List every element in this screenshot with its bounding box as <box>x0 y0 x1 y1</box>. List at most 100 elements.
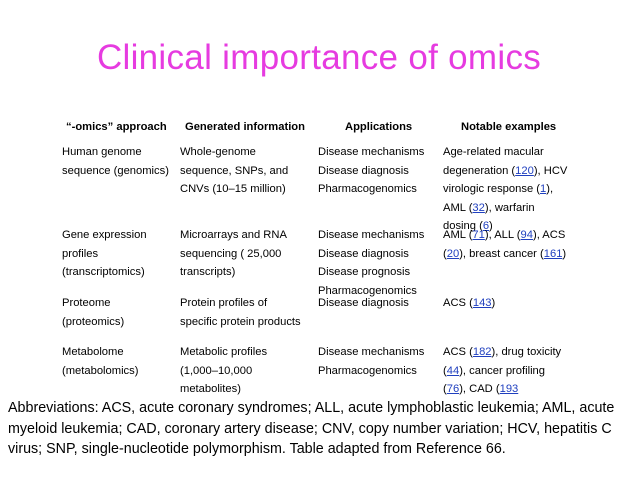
reference-link[interactable]: 161 <box>543 247 563 260</box>
text: ) <box>489 220 493 232</box>
reference-link[interactable]: 32 <box>472 201 485 214</box>
reference-link[interactable]: 71 <box>472 229 485 241</box>
table-row-transcriptomics-applications: Disease mechanisms Disease diagnosis Dis… <box>318 226 424 300</box>
reference-link[interactable]: 1 <box>540 183 547 195</box>
cell-line: Disease mechanisms <box>318 229 425 241</box>
cell-line: specific protein products <box>180 315 301 328</box>
cell-line: (proteomics) <box>62 315 125 328</box>
text: ( <box>443 247 447 260</box>
text: degeneration ( <box>443 164 516 177</box>
table-row-genomics-info: Whole-genome sequence, SNPs, and CNVs (1… <box>180 143 288 199</box>
text: ), warfarin <box>484 201 535 214</box>
text: dosing ( <box>443 220 483 232</box>
cell-line: Disease mechanisms <box>318 146 425 158</box>
text: virologic response ( <box>443 183 541 195</box>
cell-line: (76), CAD (193 <box>443 380 561 399</box>
text: AML ( <box>443 201 473 214</box>
reference-link[interactable]: 94 <box>520 229 533 241</box>
reference-link[interactable]: 182 <box>472 346 492 358</box>
cell-line: transcripts) <box>180 266 236 278</box>
reference-link[interactable]: 120 <box>515 164 534 177</box>
cell-line: metabolites) <box>180 383 241 395</box>
reference-link[interactable]: 143 <box>472 297 492 309</box>
header-approach: “-omics” approach <box>66 121 167 133</box>
text: ) <box>562 247 567 260</box>
cell-line: Human genome <box>62 146 142 158</box>
table-row-metabolomics-info: Metabolic profiles (1,000–10,000 metabol… <box>180 343 267 399</box>
reference-link[interactable]: 20 <box>446 247 460 260</box>
table-row-metabolomics-applications: Disease mechanisms Pharmacogenomics <box>318 343 424 380</box>
abbreviations-footnote: Abbreviations: ACS, acute coronary syndr… <box>8 400 615 457</box>
reference-link[interactable]: 76 <box>446 383 460 395</box>
cell-line: Metabolome <box>62 346 124 358</box>
cell-line: (20), breast cancer (161) <box>443 245 566 264</box>
cell-line: profiles <box>62 247 99 260</box>
text: ), ACS <box>532 229 566 241</box>
header-generated-information: Generated information <box>185 121 305 133</box>
cell-line: ACS (143) <box>443 294 495 313</box>
table-row-proteomics-examples: ACS (143) <box>443 294 495 313</box>
reference-link[interactable]: 44 <box>446 364 460 377</box>
header-applications: Applications <box>345 121 413 133</box>
cell-line: Disease diagnosis <box>318 247 409 260</box>
table-row-metabolomics-approach: Metabolome (metabolomics) <box>62 343 138 380</box>
cell-line: (transcriptomics) <box>62 266 145 278</box>
text: ( <box>443 383 447 395</box>
cell-line: CNVs (10–15 million) <box>180 183 286 195</box>
cell-line: Pharmacogenomics <box>318 364 417 377</box>
table-row-metabolomics-examples: ACS (182), drug toxicity (44), cancer pr… <box>443 343 561 399</box>
cell-line: Disease diagnosis <box>318 164 409 177</box>
cell-line: Proteome <box>62 297 111 309</box>
text: AML ( <box>443 229 473 241</box>
table-row-proteomics-approach: Proteome (proteomics) <box>62 294 124 331</box>
text: ), breast cancer ( <box>459 247 544 260</box>
table-row-proteomics-applications: Disease diagnosis <box>318 294 409 313</box>
table-row-proteomics-info: Protein profiles of specific protein pro… <box>180 294 301 331</box>
header-notable-examples: Notable examples <box>461 121 557 133</box>
cell-line: Metabolic profiles <box>180 346 268 358</box>
cell-line: (metabolomics) <box>62 364 139 377</box>
omics-table: “-omics” approach Generated information … <box>62 121 567 399</box>
text: ), HCV <box>533 164 568 177</box>
reference-link[interactable]: 193 <box>499 383 519 395</box>
table-row-transcriptomics-approach: Gene expression profiles (transcriptomic… <box>62 226 147 282</box>
cell-line: sequence, SNPs, and <box>180 164 289 177</box>
cell-line: Gene expression <box>62 229 147 241</box>
cell-line: Microarrays and RNA <box>180 229 287 241</box>
cell-line: sequencing ( 25,000 <box>180 247 282 260</box>
text: ACS ( <box>443 297 473 309</box>
text: ACS ( <box>443 346 473 358</box>
table-row-genomics-examples: Age-related macular degeneration (120), … <box>443 143 567 236</box>
cell-line: Disease prognosis <box>318 266 411 278</box>
reference-link[interactable]: 6 <box>482 220 490 232</box>
text: ( <box>443 364 447 377</box>
text: ), cancer profiling <box>459 364 545 377</box>
cell-line: Age-related macular <box>443 143 567 162</box>
cell-line: dosing (6) <box>443 217 567 236</box>
cell-line: Disease mechanisms <box>318 346 425 358</box>
table-row-genomics-applications: Disease mechanisms Disease diagnosis Pha… <box>318 143 424 199</box>
cell-line: Pharmacogenomics <box>318 183 417 195</box>
cell-line: Disease diagnosis <box>318 297 409 309</box>
cell-line: ACS (182), drug toxicity <box>443 343 561 362</box>
table-row-genomics-approach: Human genome sequence (genomics) <box>62 143 169 180</box>
cell-line: Protein profiles of <box>180 297 268 309</box>
slide-title: Clinical importance of omics <box>96 38 542 77</box>
text: ) <box>491 297 496 309</box>
cell-line: AML (71), ALL (94), ACS <box>443 226 566 245</box>
cell-line: degeneration (120), HCV <box>443 162 567 181</box>
cell-line: (44), cancer profiling <box>443 362 561 381</box>
table-row-transcriptomics-info: Microarrays and RNA sequencing ( 25,000 … <box>180 226 287 282</box>
cell-line: Pharmacogenomics <box>318 284 417 297</box>
table-row-transcriptomics-examples: AML (71), ALL (94), ACS (20), breast can… <box>443 226 566 263</box>
text: ), ALL ( <box>484 229 521 241</box>
cell-line: (1,000–10,000 <box>180 364 253 377</box>
text: ), <box>546 183 554 195</box>
text: Age-related macular <box>443 146 544 158</box>
cell-line: Whole-genome <box>180 146 256 158</box>
cell-line: sequence (genomics) <box>62 164 169 177</box>
cell-line: AML (32), warfarin <box>443 199 567 218</box>
cell-line: virologic response (1), <box>443 180 567 199</box>
text: ), CAD ( <box>459 383 500 395</box>
text: ), drug toxicity <box>491 346 562 358</box>
